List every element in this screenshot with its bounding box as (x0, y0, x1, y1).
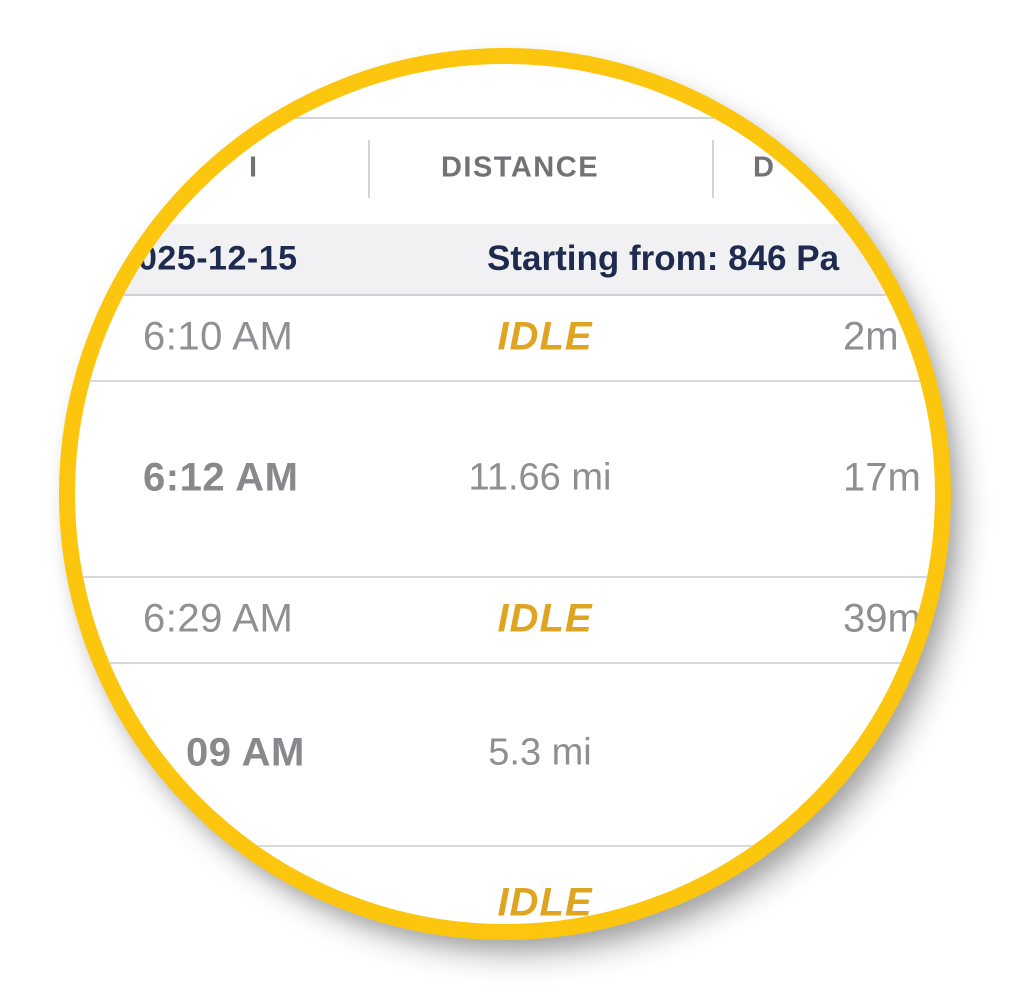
header-divider-tick (712, 140, 714, 198)
idle-badge: IDLE (497, 880, 593, 925)
magnifier-circle: I DISTANCE D 025-12-15 Starting from: 84… (59, 48, 951, 940)
row-distance: 11.66 mi (468, 456, 612, 499)
header-divider-tick (368, 140, 370, 198)
row-divider (75, 662, 935, 664)
column-header-distance: DISTANCE (440, 151, 600, 184)
row-duration: 17m (843, 455, 921, 500)
table-top-border (75, 117, 935, 119)
row-time: 6:29 AM (143, 596, 294, 641)
row-time: 6:10 AM (143, 314, 294, 359)
row-divider (75, 576, 935, 578)
row-time: 09 AM (186, 730, 305, 775)
trip-table: I DISTANCE D 025-12-15 Starting from: 84… (75, 64, 935, 925)
column-header-fragment-left: I (249, 151, 259, 184)
row-divider (75, 845, 935, 847)
row-time: 6:12 AM (143, 455, 299, 500)
row-divider (75, 380, 935, 382)
date-label: 025-12-15 (138, 239, 298, 278)
date-row[interactable] (75, 224, 935, 296)
row-duration: 39m (843, 596, 921, 641)
idle-badge: IDLE (497, 314, 593, 359)
starting-from-label: Starting from: 846 Pa (487, 239, 840, 278)
row-duration: 2m (843, 314, 899, 359)
row-distance: 5.3 mi (488, 731, 592, 774)
idle-badge: IDLE (497, 596, 593, 641)
column-header-fragment-right: D (753, 151, 776, 184)
